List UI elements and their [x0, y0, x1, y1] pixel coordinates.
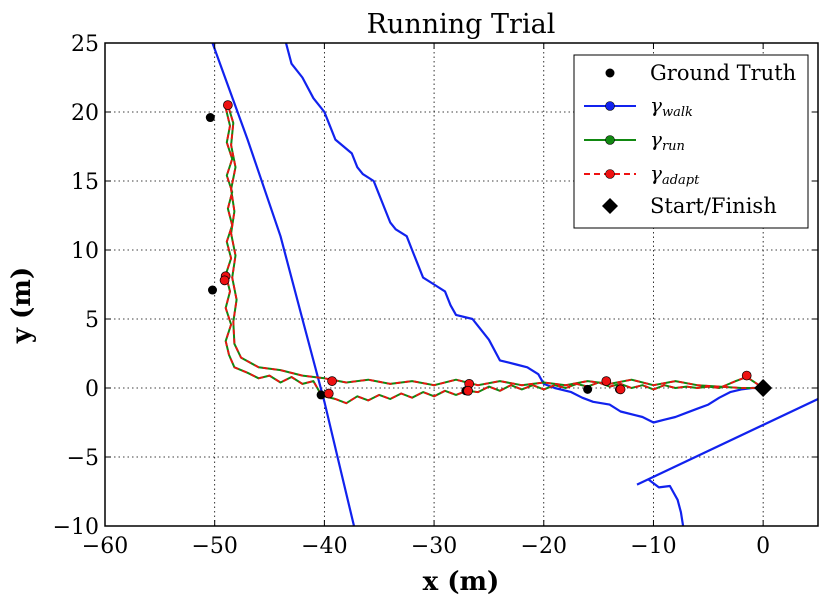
y-tick-label: 5: [85, 308, 99, 333]
ground-truth-point: [205, 113, 215, 123]
x-tick-label: −40: [301, 534, 347, 559]
y-tick-label: 10: [71, 239, 99, 264]
y-tick-label: 25: [71, 32, 99, 57]
legend-run-marker: [605, 135, 615, 145]
adapt-line: [224, 104, 765, 405]
y-axis-label: y (m): [7, 267, 37, 344]
legend-start-finish-label: Start/Finish: [650, 194, 777, 218]
legend-run-symbol: γ: [650, 127, 662, 151]
ground-truth-point: [316, 390, 326, 400]
plot-area: [205, 43, 818, 526]
legend-walk-symbol: γ: [650, 93, 662, 117]
adapt-marker: [323, 388, 334, 399]
y-tick-label: −5: [67, 446, 99, 471]
y-tick-label: 15: [71, 170, 99, 195]
x-tick-label: −30: [411, 534, 457, 559]
start-finish-marker: [754, 379, 773, 397]
legend-start-finish-marker: [602, 198, 618, 214]
legend-adapt-marker: [605, 169, 615, 179]
legend: Ground Truth γwalk γrun γadapt Start/Fin…: [573, 54, 809, 229]
legend-run-label: γrun: [650, 127, 685, 154]
ground-truth-point: [583, 384, 593, 394]
legend-walk-subscript: walk: [662, 105, 693, 120]
legend-adapt-symbol: γ: [650, 161, 662, 185]
x-tick-label: 0: [756, 534, 770, 559]
legend-run-subscript: run: [662, 139, 685, 154]
chart-title: Running Trial: [367, 9, 556, 40]
legend-walk-marker: [605, 101, 615, 111]
adapt-marker: [615, 384, 626, 395]
legend-adapt-label: γadapt: [650, 161, 700, 188]
adapt-marker: [327, 376, 337, 386]
legend-walk-label: γwalk: [650, 93, 693, 120]
x-axis-label: x (m): [423, 567, 500, 597]
x-tick-label: −20: [521, 534, 567, 559]
adapt-marker: [223, 100, 233, 110]
y-tick-label: −10: [53, 515, 99, 540]
x-tick-label: −60: [82, 534, 128, 559]
legend-adapt-subscript: adapt: [662, 173, 700, 188]
legend-ground-truth-label: Ground Truth: [650, 61, 796, 85]
plot-frame: [104, 42, 819, 527]
legend-ground-truth-marker: [605, 68, 615, 78]
y-tick-label: 0: [85, 377, 99, 402]
adapt-marker: [463, 385, 473, 396]
walk-line: [284, 43, 764, 424]
adapt-marker: [219, 275, 230, 286]
adapt-marker: [741, 370, 752, 381]
adapt-marker: [601, 376, 612, 386]
walk-line: [211, 43, 356, 526]
ground-truth-point: [207, 285, 217, 295]
walk-line: [636, 398, 818, 486]
walk-line: [647, 478, 685, 526]
y-tick-label: 20: [71, 101, 99, 126]
x-tick-label: −10: [630, 534, 676, 559]
x-tick-label: −50: [191, 534, 237, 559]
